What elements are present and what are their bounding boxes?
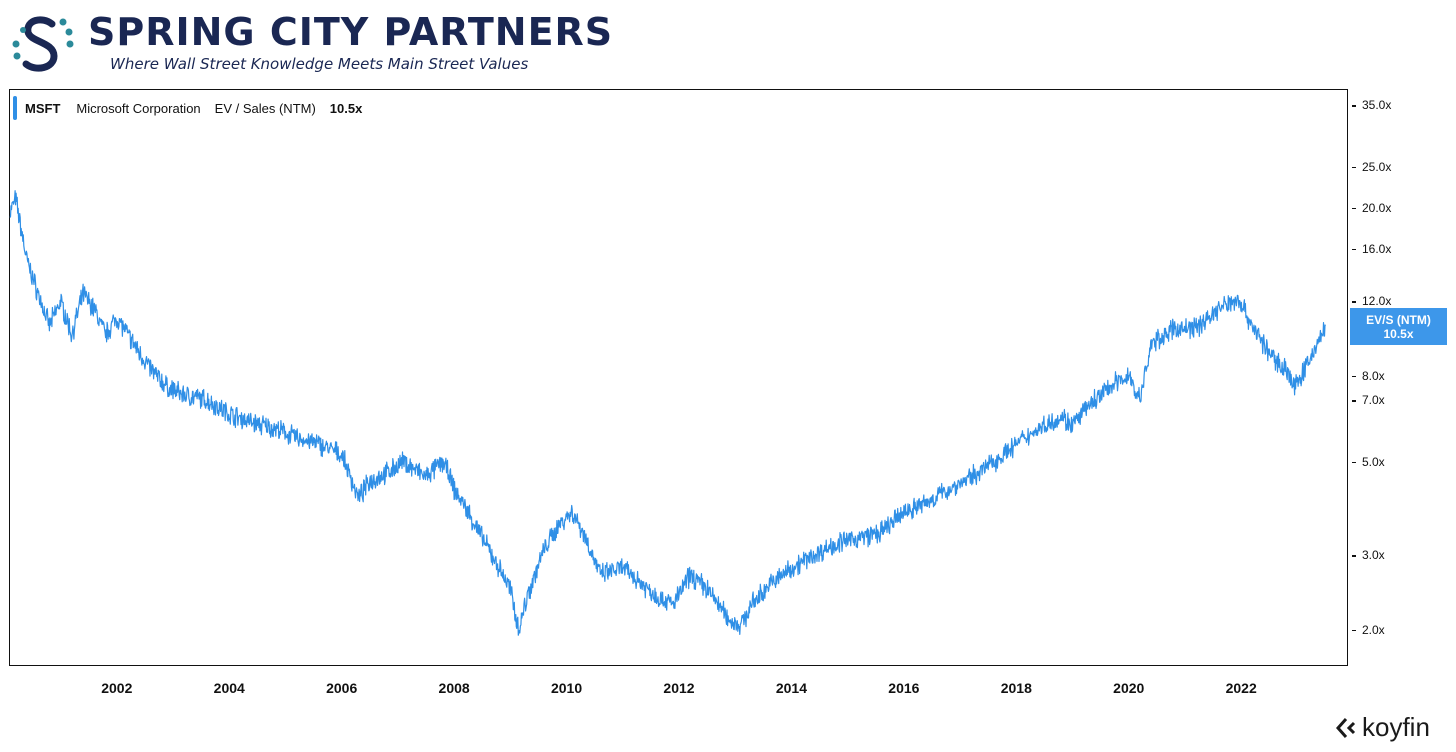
- legend-value: 10.5x: [329, 100, 363, 116]
- brand-tagline: Where Wall Street Knowledge Meets Main S…: [110, 55, 529, 73]
- legend-metric: EV / Sales (NTM): [214, 100, 316, 116]
- legend-ticker: MSFT: [25, 100, 61, 116]
- x-tick-label: 2014: [775, 680, 807, 696]
- y-tick-label: 25.0x: [1352, 160, 1391, 174]
- x-tick-label: 2016: [888, 680, 920, 696]
- legend-swatch: [13, 96, 17, 120]
- x-tick-label: 2018: [1000, 680, 1032, 696]
- y-tick-label: 3.0x: [1352, 548, 1385, 562]
- legend-company: Microsoft Corporation: [76, 100, 201, 116]
- x-tick-label: 2002: [101, 680, 133, 696]
- last-value-tag: EV/S (NTM) 10.5x: [1350, 308, 1447, 345]
- x-tick-label: 2004: [213, 680, 245, 696]
- y-tick-label: 8.0x: [1352, 369, 1385, 383]
- koyfin-attribution: koyfin: [1336, 712, 1430, 743]
- y-tick-label: 35.0x: [1352, 98, 1391, 112]
- x-tick-label: 2022: [1225, 680, 1257, 696]
- y-tick-label: 16.0x: [1352, 242, 1391, 256]
- spring-city-logo-icon: [12, 16, 74, 72]
- last-value-tag-value: 10.5x: [1383, 327, 1414, 341]
- koyfin-logo-icon: [1336, 717, 1356, 738]
- x-tick-label: 2020: [1113, 680, 1145, 696]
- y-tick-label: 12.0x: [1352, 294, 1391, 308]
- x-tick-label: 2012: [663, 680, 695, 696]
- x-tick-label: 2006: [326, 680, 358, 696]
- x-tick-label: 2010: [550, 680, 583, 696]
- chart-legend: MSFT Microsoft Corporation EV / Sales (N…: [13, 96, 362, 120]
- y-tick-label: 5.0x: [1352, 455, 1385, 469]
- last-value-tag-label: EV/S (NTM): [1366, 313, 1431, 327]
- chart-frame: [9, 89, 1348, 666]
- y-tick-label: 7.0x: [1352, 393, 1385, 407]
- x-tick-label: 2008: [438, 680, 470, 696]
- y-tick-label: 2.0x: [1352, 623, 1385, 637]
- series-line-msft: [9, 190, 1327, 636]
- y-tick-label: 20.0x: [1352, 201, 1391, 215]
- brand-name: SPRING CITY PARTNERS: [88, 10, 614, 54]
- koyfin-name: koyfin: [1362, 712, 1430, 742]
